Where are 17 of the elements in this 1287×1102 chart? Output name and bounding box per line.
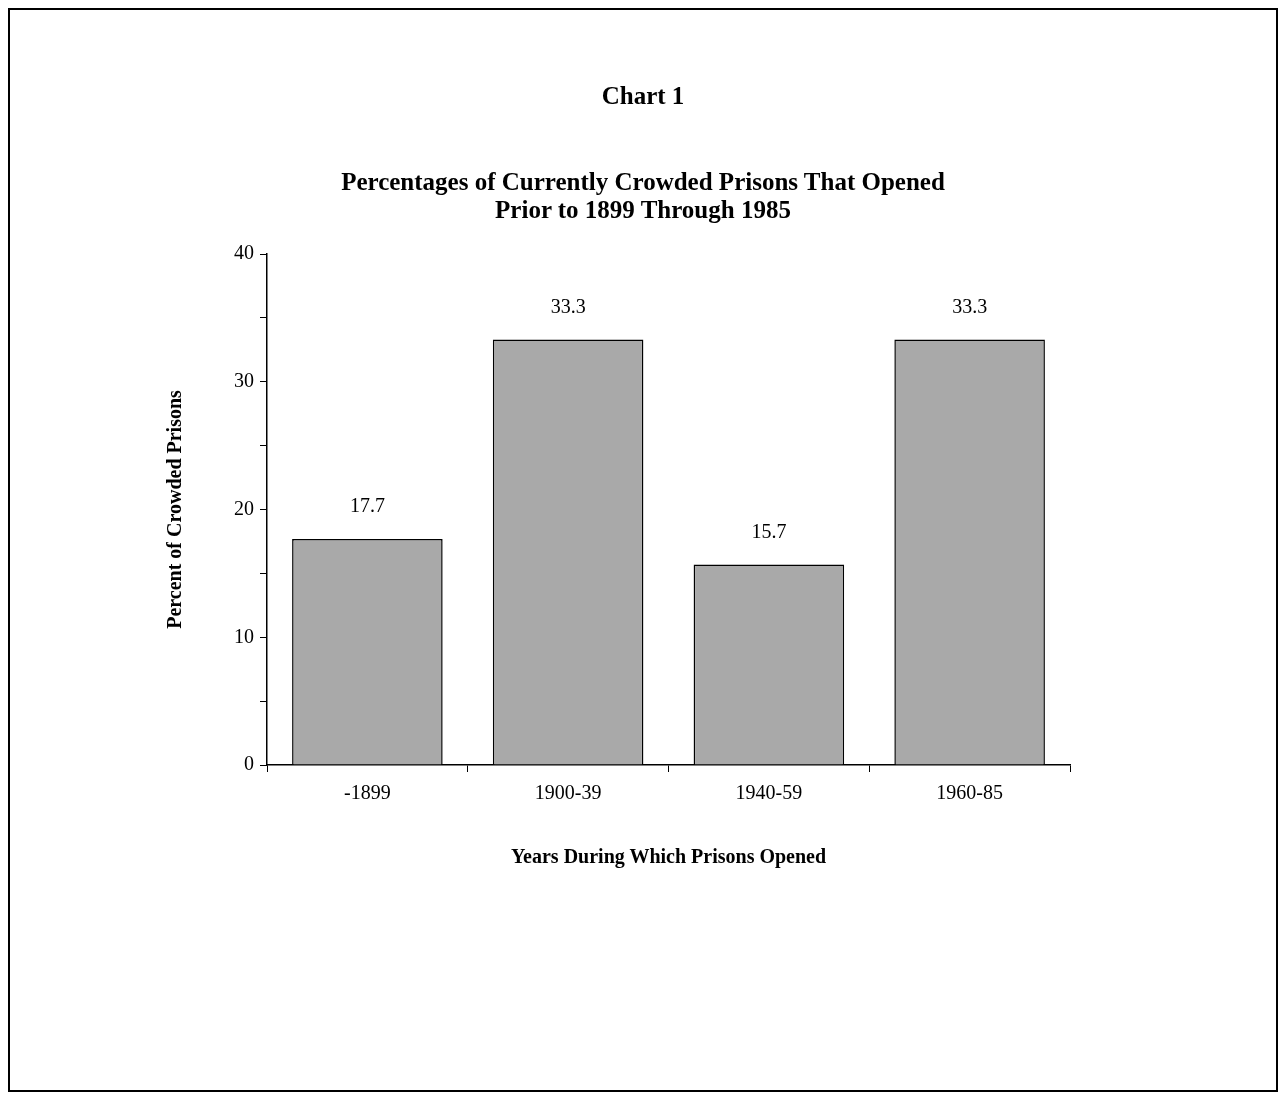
x-tick-label: 1900-39 (534, 781, 602, 804)
y-tick-label: 20 (234, 496, 254, 519)
x-tick-label: 1960-85 (936, 781, 1003, 804)
y-axis-title: Percent of Crowded Prisons (163, 389, 186, 629)
y-tick-label: 0 (244, 752, 254, 775)
data-label: 33.3 (952, 294, 988, 317)
y-tick-label: 30 (234, 369, 254, 391)
y-tick-label: 10 (234, 624, 254, 647)
x-tick-label: -1899 (344, 781, 391, 804)
chart-title: Chart 1 (600, 82, 686, 110)
x-axis-title: Years During Which Prisons Opened (510, 845, 827, 869)
chart-subtitle: Percentages of Currently Crowded Prisons That Opened Prior to 1899 Through 1985 (340, 168, 946, 224)
data-label: 15.7 (751, 519, 787, 542)
y-tick-label: 40 (234, 241, 254, 264)
data-label: 33.3 (550, 294, 586, 317)
data-label: 17.7 (349, 494, 385, 517)
x-tick-label: 1940-59 (735, 781, 803, 804)
